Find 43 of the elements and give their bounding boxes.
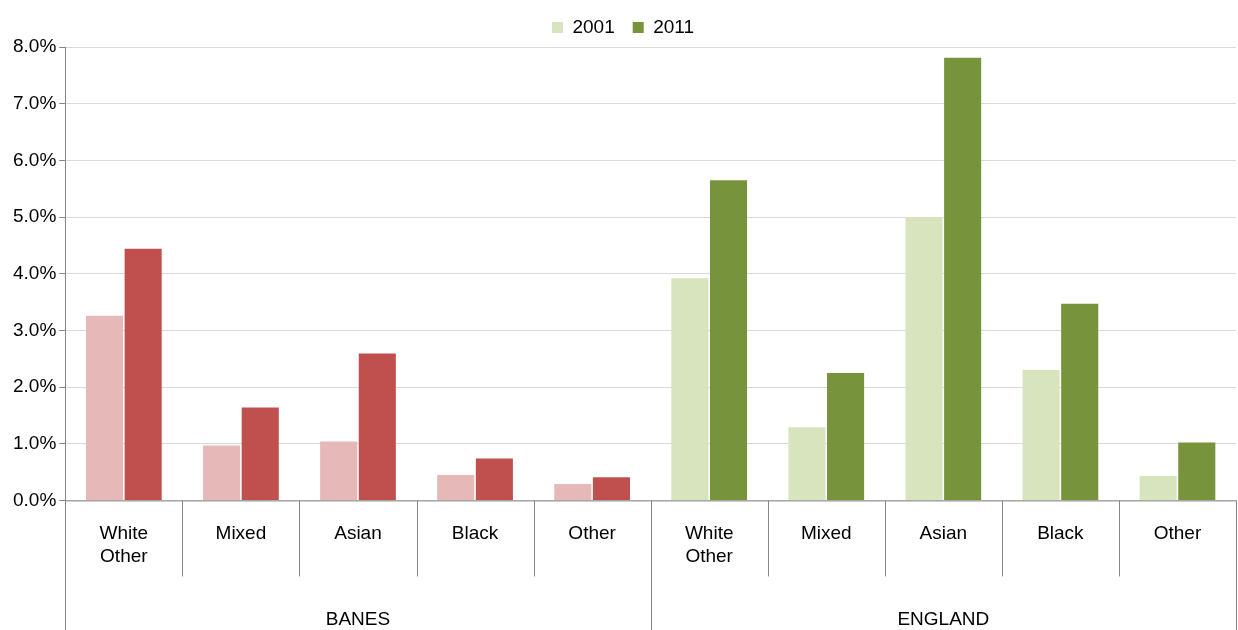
bar <box>1178 442 1216 500</box>
bar <box>241 407 279 500</box>
bar <box>1139 476 1177 500</box>
x-tick-label: Mixed <box>215 522 267 544</box>
x-tick-label: Black <box>1037 522 1085 544</box>
y-tick-label: 2.0% <box>12 375 57 397</box>
text: BANES <box>325 608 391 630</box>
x-tick-label: White Other <box>99 522 149 566</box>
bar <box>475 458 513 500</box>
bar <box>1022 370 1060 500</box>
y-tick-label: 5.0% <box>12 205 57 227</box>
y-tick-label: 4.0% <box>12 261 57 283</box>
bar <box>827 372 865 500</box>
bar <box>437 474 475 500</box>
y-tick-label: 6.0% <box>12 148 57 170</box>
x-tick-label: Mixed <box>800 522 852 544</box>
y-tick-label: 3.0% <box>12 318 57 340</box>
bar <box>592 477 630 500</box>
y-tick-label: 8.0% <box>12 35 57 57</box>
bar <box>788 427 826 500</box>
legend-label: 2011 <box>653 15 695 37</box>
x-tick-label: Other <box>568 522 617 544</box>
legend-label: 2001 <box>572 15 615 37</box>
text: ENGLAND <box>897 608 990 630</box>
bar <box>554 483 592 500</box>
bar <box>124 248 162 500</box>
y-tick-label: 7.0% <box>12 91 57 113</box>
bar <box>320 441 358 500</box>
bar <box>944 57 982 500</box>
bar <box>709 180 748 500</box>
bar <box>671 278 709 500</box>
bar <box>85 315 124 500</box>
bar <box>1061 303 1099 500</box>
x-tick-label: Asian <box>919 522 968 544</box>
y-tick-label: 0.0% <box>12 488 57 510</box>
bar <box>358 353 396 500</box>
x-tick-label: White Other <box>684 522 734 566</box>
bar <box>203 445 241 500</box>
x-tick-label: Other <box>1153 522 1202 544</box>
x-tick-label: Black <box>451 522 499 544</box>
x-tick-label: Asian <box>334 522 382 544</box>
y-tick-label: 1.0% <box>12 431 57 453</box>
bar <box>905 217 943 500</box>
